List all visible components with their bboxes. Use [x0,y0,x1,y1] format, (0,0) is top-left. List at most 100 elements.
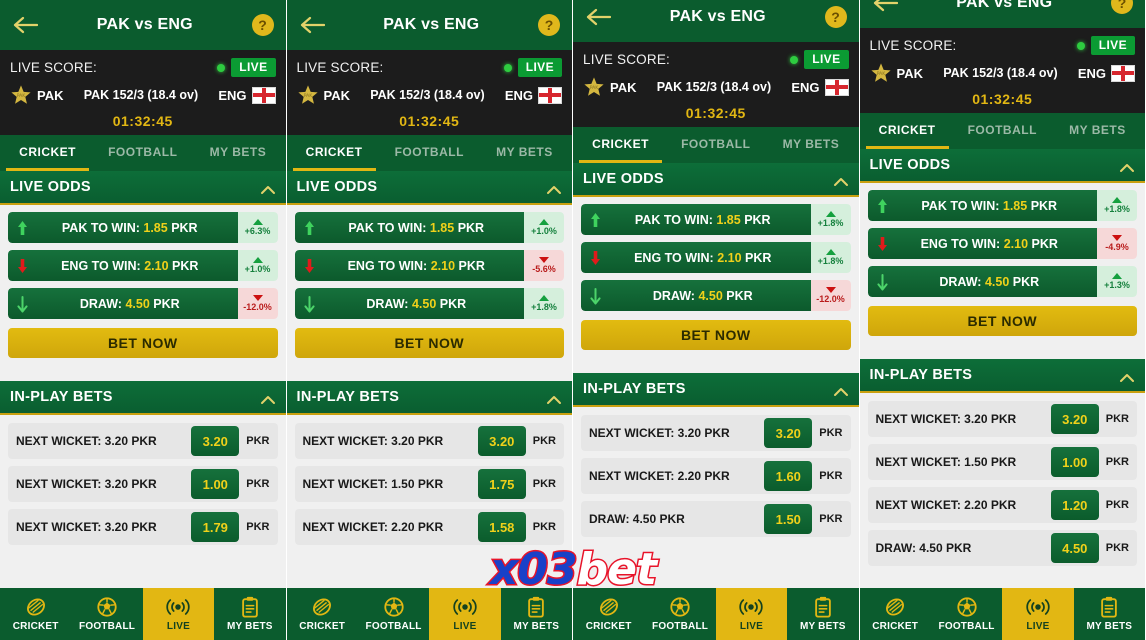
odds-main[interactable]: DRAW: 4.50 PKR [867,266,1097,297]
in-play-odd-button[interactable]: 1.00 [191,469,240,499]
odds-main[interactable]: DRAW: 4.50 PKR [581,280,811,311]
help-button[interactable]: ? [1111,0,1133,14]
nav-item-football[interactable]: FOOTBALL [931,588,1002,640]
help-button[interactable]: ? [251,14,274,36]
chevron-up-icon[interactable] [260,185,276,195]
help-button[interactable]: ? [824,6,847,28]
live-odds-header[interactable]: LIVE ODDS [286,171,572,205]
nav-item-live[interactable]: LIVE [142,588,215,640]
tab-my-bets[interactable]: MY BETS [209,144,267,159]
live-odds-header[interactable]: LIVE ODDS [573,163,859,197]
in-play-bets-header[interactable]: IN-PLAY BETS [286,381,572,415]
odds-main[interactable]: PAK TO WIN: 1.85 PKR [867,190,1097,221]
chevron-up-icon[interactable] [833,387,849,397]
odds-row[interactable]: PAK TO WIN: 1.85 PKR +1.8% [581,204,851,235]
in-play-row[interactable]: NEXT WICKET: 2.20 PKR 1.58 PKR [294,509,564,545]
nav-item-football[interactable]: FOOTBALL [358,588,429,640]
chevron-up-icon[interactable] [1119,163,1135,173]
tab-cricket[interactable]: CRICKET [287,135,382,171]
in-play-row[interactable]: NEXT WICKET: 1.50 PKR 1.75 PKR [294,466,564,502]
in-play-odd-button[interactable]: 4.50 [1050,533,1099,563]
in-play-odd-button[interactable]: 1.75 [477,469,526,499]
back-button[interactable] [299,12,325,38]
odds-main[interactable]: ENG TO WIN: 2.10 PKR [581,242,811,273]
nav-item-my-bets[interactable]: MY BETS [1074,588,1145,640]
odds-main[interactable]: ENG TO WIN: 2.10 PKR [294,250,524,281]
nav-item-cricket[interactable]: CRICKET [0,588,71,640]
in-play-odd-button[interactable]: 3.20 [477,426,526,456]
odds-main[interactable]: ENG TO WIN: 2.10 PKR [8,250,238,281]
in-play-bets-header[interactable]: IN-PLAY BETS [573,373,859,407]
in-play-row[interactable]: NEXT WICKET: 3.20 PKR 3.20 PKR [581,415,851,451]
nav-item-football[interactable]: FOOTBALL [644,588,715,640]
in-play-odd-button[interactable]: 1.00 [1050,447,1099,477]
tab-cricket[interactable]: CRICKET [860,113,955,149]
odds-main[interactable]: PAK TO WIN: 1.85 PKR [581,204,811,235]
tab-football[interactable]: FOOTBALL [967,122,1037,137]
live-odds-header[interactable]: LIVE ODDS [859,149,1145,183]
in-play-row[interactable]: NEXT WICKET: 1.50 PKR 1.00 PKR [867,444,1137,480]
nav-item-cricket[interactable]: CRICKET [573,588,644,640]
in-play-row[interactable]: NEXT WICKET: 3.20 PKR 1.00 PKR [8,466,278,502]
tab-my-bets[interactable]: MY BETS [782,136,840,151]
tab-cricket[interactable]: CRICKET [0,135,95,171]
odds-main[interactable]: DRAW: 4.50 PKR [8,288,238,319]
bet-now-button[interactable]: BET NOW [294,328,564,358]
tab-cricket[interactable]: CRICKET [573,127,668,163]
nav-item-live[interactable]: LIVE [715,588,788,640]
tab-football[interactable]: FOOTBALL [108,144,178,159]
in-play-odd-button[interactable]: 1.79 [191,512,240,542]
in-play-odd-button[interactable]: 1.60 [764,461,813,491]
nav-item-live[interactable]: LIVE [1002,588,1074,640]
tab-my-bets[interactable]: MY BETS [1069,122,1126,137]
in-play-row[interactable]: NEXT WICKET: 3.20 PKR 3.20 PKR [294,423,564,459]
back-button[interactable] [872,0,898,16]
odds-row[interactable]: DRAW: 4.50 PKR -12.0% [8,288,278,319]
odds-main[interactable]: ENG TO WIN: 2.10 PKR [867,228,1097,259]
tab-football[interactable]: FOOTBALL [394,144,464,159]
nav-item-cricket[interactable]: CRICKET [287,588,358,640]
odds-row[interactable]: DRAW: 4.50 PKR +1.3% [867,266,1137,297]
odds-main[interactable]: PAK TO WIN: 1.85 PKR [294,212,524,243]
in-play-row[interactable]: NEXT WICKET: 2.20 PKR 1.60 PKR [581,458,851,494]
help-button[interactable]: ? [538,14,560,36]
in-play-odd-button[interactable]: 3.20 [191,426,240,456]
nav-item-cricket[interactable]: CRICKET [860,588,931,640]
nav-item-my-bets[interactable]: MY BETS [501,588,572,640]
nav-item-my-bets[interactable]: MY BETS [214,588,285,640]
nav-item-football[interactable]: FOOTBALL [71,588,142,640]
chevron-up-icon[interactable] [833,177,849,187]
in-play-odd-button[interactable]: 3.20 [764,418,813,448]
odds-row[interactable]: ENG TO WIN: 2.10 PKR -5.6% [294,250,564,281]
in-play-bets-header[interactable]: IN-PLAY BETS [859,359,1145,393]
bet-now-button[interactable]: BET NOW [581,320,851,350]
odds-row[interactable]: DRAW: 4.50 PKR +1.8% [294,288,564,319]
chevron-up-icon[interactable] [546,395,562,405]
bet-now-button[interactable]: BET NOW [867,306,1137,336]
tab-my-bets[interactable]: MY BETS [496,144,553,159]
odds-row[interactable]: ENG TO WIN: 2.10 PKR +1.0% [8,250,278,281]
nav-item-my-bets[interactable]: MY BETS [787,588,858,640]
nav-item-live[interactable]: LIVE [429,588,501,640]
in-play-row[interactable]: DRAW: 4.50 PKR 1.50 PKR [581,501,851,537]
odds-row[interactable]: ENG TO WIN: 2.10 PKR -4.9% [867,228,1137,259]
in-play-row[interactable]: NEXT WICKET: 3.20 PKR 1.79 PKR [8,509,278,545]
in-play-row[interactable]: NEXT WICKET: 3.20 PKR 3.20 PKR [8,423,278,459]
chevron-up-icon[interactable] [260,395,276,405]
back-button[interactable] [12,12,38,38]
odds-row[interactable]: DRAW: 4.50 PKR -12.0% [581,280,851,311]
in-play-odd-button[interactable]: 1.58 [477,512,526,542]
odds-main[interactable]: DRAW: 4.50 PKR [294,288,524,319]
chevron-up-icon[interactable] [1119,373,1135,383]
odds-row[interactable]: PAK TO WIN: 1.85 PKR +6.3% [8,212,278,243]
in-play-row[interactable]: NEXT WICKET: 2.20 PKR 1.20 PKR [867,487,1137,523]
in-play-row[interactable]: NEXT WICKET: 3.20 PKR 3.20 PKR [867,401,1137,437]
bet-now-button[interactable]: BET NOW [8,328,278,358]
odds-main[interactable]: PAK TO WIN: 1.85 PKR [8,212,238,243]
live-odds-header[interactable]: LIVE ODDS [0,171,286,205]
back-button[interactable] [585,4,611,30]
odds-row[interactable]: PAK TO WIN: 1.85 PKR +1.8% [867,190,1137,221]
in-play-row[interactable]: DRAW: 4.50 PKR 4.50 PKR [867,530,1137,566]
odds-row[interactable]: PAK TO WIN: 1.85 PKR +1.0% [294,212,564,243]
tab-football[interactable]: FOOTBALL [681,136,751,151]
